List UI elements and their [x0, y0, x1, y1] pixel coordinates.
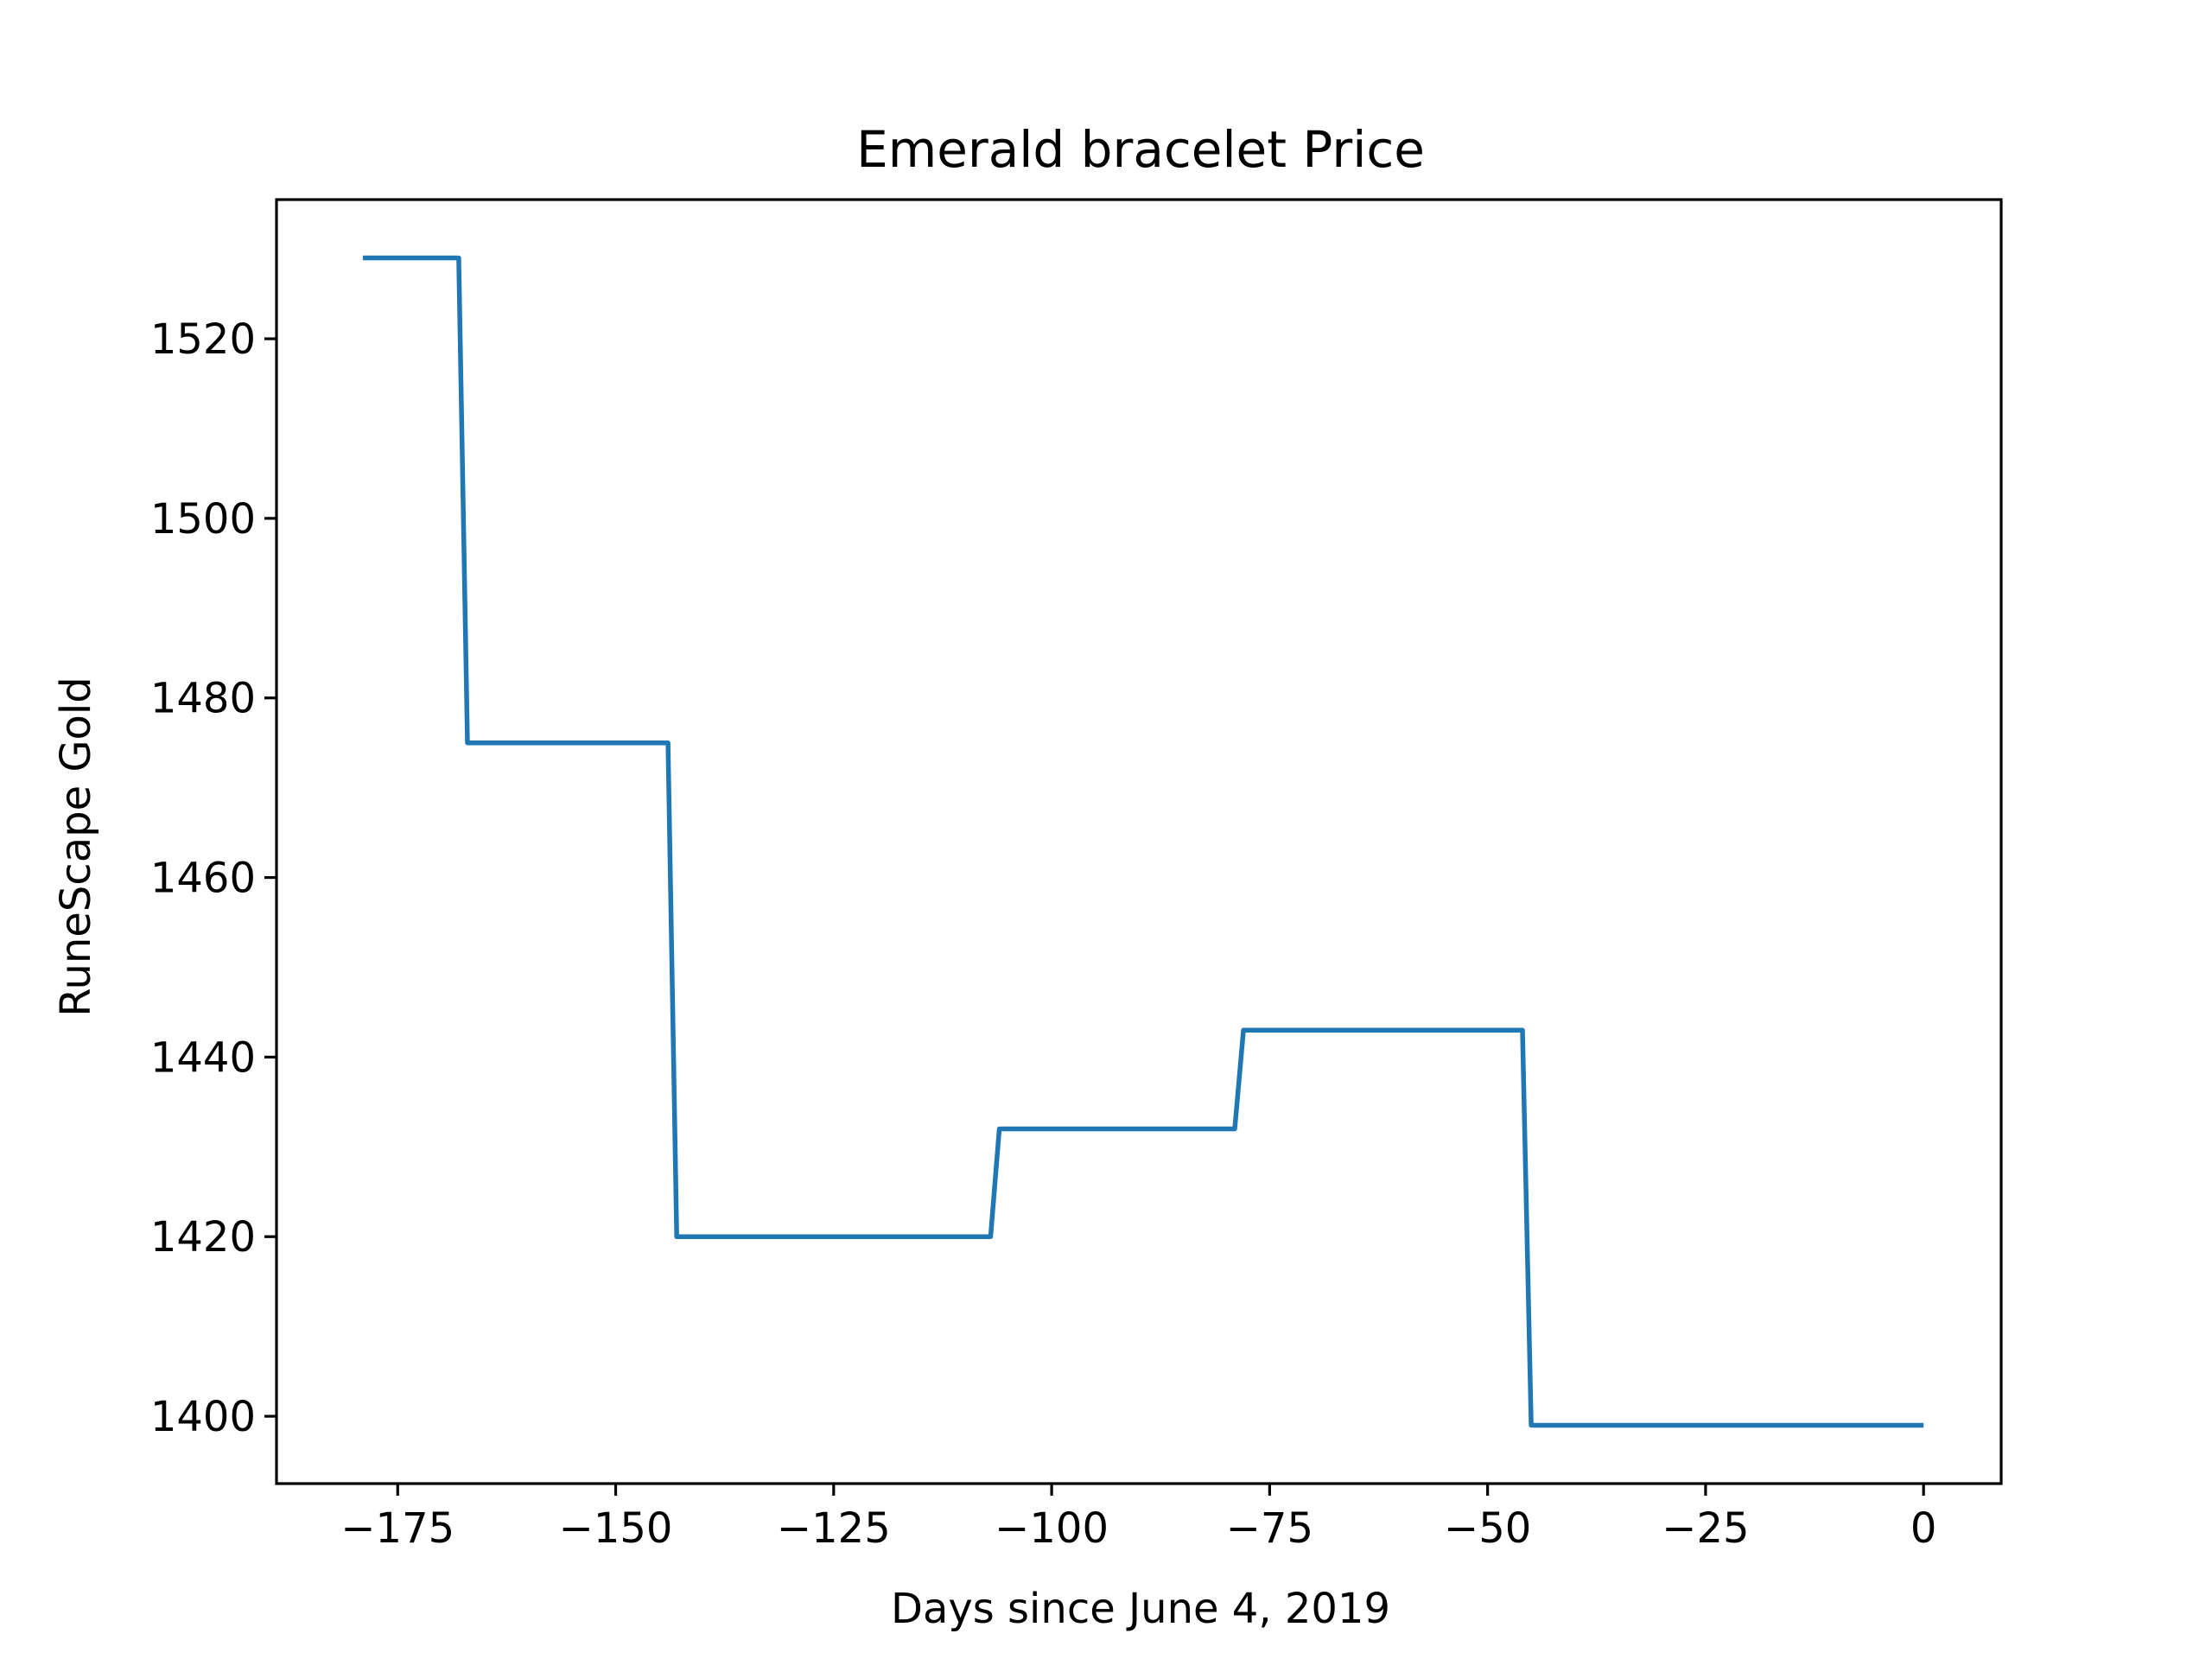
x-tick-label: −100 — [995, 1504, 1109, 1553]
x-tick-label: −125 — [777, 1504, 891, 1553]
x-axis-title: Days since June 4, 2019 — [891, 1585, 1390, 1633]
y-tick-label: 1480 — [150, 675, 256, 723]
x-tick-label: −175 — [340, 1504, 454, 1553]
x-tick-label: 0 — [1910, 1504, 1937, 1553]
y-tick-label: 1400 — [150, 1393, 256, 1441]
plot-area: −175 −150 −125 −100 −75 −50 −25 0 1400 1420 1440 14… — [150, 198, 2003, 1553]
y-tick-label: 1500 — [150, 495, 256, 543]
y-tick-label: 1420 — [150, 1213, 256, 1262]
y-tick-label: 1460 — [150, 855, 256, 903]
x-tick-label: −50 — [1444, 1504, 1531, 1553]
x-tick-label: −25 — [1662, 1504, 1749, 1553]
chart-title: Emerald bracelet Price — [856, 120, 1425, 179]
y-tick-label: 1440 — [150, 1033, 256, 1082]
series-line-0 — [362, 255, 1924, 1428]
y-tick-label: 1520 — [150, 315, 256, 364]
x-tick-label: −150 — [559, 1504, 673, 1553]
y-axis-title: RuneScape Gold — [52, 677, 100, 1016]
plot-frame — [275, 198, 2003, 1485]
x-tick-label: −75 — [1226, 1504, 1313, 1553]
